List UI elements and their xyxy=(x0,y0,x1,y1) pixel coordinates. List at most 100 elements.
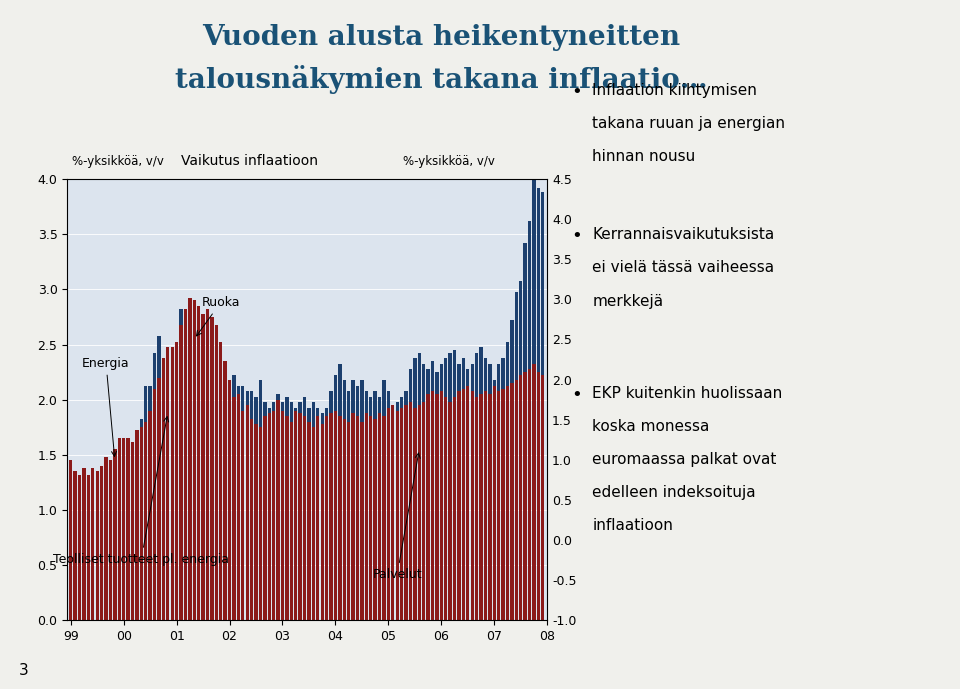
Bar xyxy=(91,468,94,620)
Bar xyxy=(127,449,130,620)
Bar xyxy=(409,449,412,620)
Bar xyxy=(294,449,298,620)
Bar xyxy=(492,449,496,620)
Bar xyxy=(210,427,213,620)
Bar xyxy=(324,409,328,416)
Bar xyxy=(224,435,227,620)
Bar xyxy=(259,380,262,427)
Bar xyxy=(246,391,249,405)
Text: inflaatioon: inflaatioon xyxy=(592,518,673,533)
Bar xyxy=(387,391,390,409)
Bar xyxy=(528,449,531,620)
Bar xyxy=(294,409,298,411)
Bar xyxy=(74,486,77,620)
Bar xyxy=(285,449,289,620)
Bar xyxy=(131,442,134,620)
Bar xyxy=(321,424,324,620)
Bar xyxy=(462,389,465,620)
Text: edelleen indeksoituja: edelleen indeksoituja xyxy=(592,485,756,500)
Text: merkkejä: merkkejä xyxy=(592,294,663,309)
Bar xyxy=(263,455,267,620)
Bar xyxy=(183,411,187,620)
Bar xyxy=(506,449,509,620)
Bar xyxy=(356,416,359,620)
Bar xyxy=(113,468,116,620)
Text: •: • xyxy=(571,83,582,101)
Bar xyxy=(96,471,99,620)
Bar xyxy=(532,364,536,620)
Bar xyxy=(448,353,452,402)
Bar xyxy=(351,413,355,620)
Bar xyxy=(175,409,179,620)
Bar xyxy=(391,405,395,620)
Bar xyxy=(440,391,443,620)
Bar xyxy=(144,422,148,620)
Bar xyxy=(418,449,420,620)
Bar xyxy=(373,449,376,620)
Bar xyxy=(105,479,108,620)
Bar xyxy=(197,306,201,620)
Bar xyxy=(492,380,496,387)
Bar xyxy=(285,398,289,416)
Bar xyxy=(523,449,527,620)
Bar xyxy=(232,376,235,398)
Bar xyxy=(418,353,420,405)
Bar xyxy=(139,435,143,620)
Bar xyxy=(224,361,227,620)
Bar xyxy=(312,449,315,620)
Bar xyxy=(409,369,412,402)
Bar xyxy=(400,409,403,620)
Bar xyxy=(153,389,156,620)
Bar xyxy=(413,358,417,409)
Bar xyxy=(254,398,257,424)
Bar xyxy=(105,457,108,620)
Bar xyxy=(205,424,209,620)
Bar xyxy=(290,449,293,620)
Bar xyxy=(511,449,514,620)
Text: Energia: Energia xyxy=(83,356,130,456)
Bar xyxy=(378,449,381,620)
Bar xyxy=(69,486,72,620)
Bar xyxy=(180,409,182,620)
Bar xyxy=(422,402,425,620)
Bar xyxy=(426,394,430,620)
Text: %-yksikköä, v/v: %-yksikköä, v/v xyxy=(403,155,495,168)
Bar xyxy=(453,350,456,398)
Bar xyxy=(237,394,240,620)
Bar xyxy=(422,364,425,402)
Bar xyxy=(329,391,333,413)
Bar xyxy=(228,438,231,620)
Bar xyxy=(519,376,522,620)
Bar xyxy=(453,398,456,620)
Bar xyxy=(299,402,301,413)
Bar xyxy=(108,475,112,620)
Bar xyxy=(135,431,138,620)
Text: Ruoka: Ruoka xyxy=(197,296,240,336)
Bar xyxy=(448,402,452,620)
Bar xyxy=(210,317,213,620)
Bar xyxy=(470,449,474,620)
Bar xyxy=(462,449,465,620)
Bar xyxy=(492,387,496,620)
Text: talousnäkymien takana inflaatio…: talousnäkymien takana inflaatio… xyxy=(176,65,708,94)
Bar xyxy=(453,449,456,620)
Bar xyxy=(467,449,469,620)
Bar xyxy=(334,376,337,411)
Bar xyxy=(440,449,443,620)
Bar xyxy=(347,449,350,620)
Bar xyxy=(316,416,320,620)
Bar xyxy=(281,449,284,620)
Bar xyxy=(537,372,540,620)
Bar xyxy=(202,422,204,620)
Bar xyxy=(268,409,271,413)
Bar xyxy=(316,409,320,416)
Bar xyxy=(435,372,439,394)
Bar xyxy=(484,358,487,391)
Bar xyxy=(523,243,527,372)
Bar xyxy=(153,424,156,620)
Bar xyxy=(193,300,196,620)
Bar xyxy=(215,325,218,620)
Bar xyxy=(382,416,386,620)
Bar xyxy=(519,449,522,620)
Bar xyxy=(144,431,148,620)
